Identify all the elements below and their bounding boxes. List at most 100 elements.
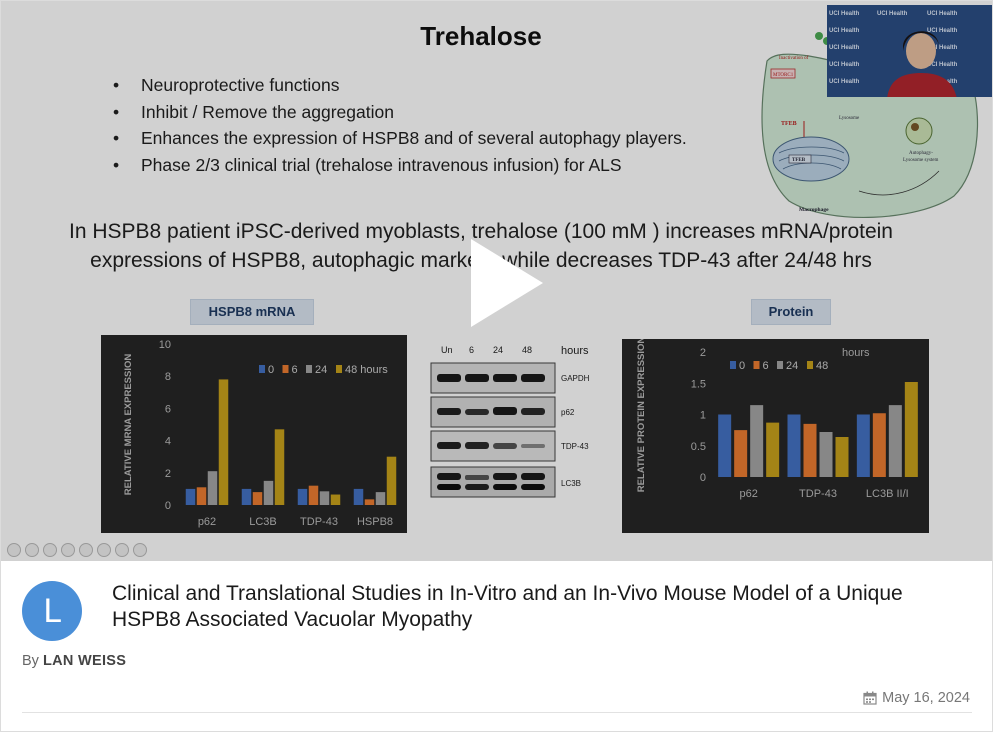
- bar: [218, 379, 229, 505]
- legend-swatch: [306, 365, 312, 373]
- legend-entry: 0: [268, 364, 274, 376]
- legend-swatch: [807, 361, 813, 369]
- legend-swatch: [777, 361, 783, 369]
- bar: [297, 488, 308, 505]
- toolbar-zoom-icon[interactable]: [79, 543, 93, 557]
- diagram-label: Macrophage: [799, 207, 829, 213]
- diagram-label: TFEB: [792, 158, 806, 163]
- bar: [766, 422, 780, 477]
- bar: [888, 405, 902, 477]
- y-tick-label: 1: [700, 410, 706, 422]
- y-tick-label: 0.5: [691, 441, 706, 453]
- presentation-slide: Trehalose • Neuroprotective functions • In…: [1, 1, 992, 561]
- bar: [819, 432, 833, 477]
- y-tick-label: 2: [700, 347, 706, 359]
- blot-row-label: TDP-43: [561, 442, 589, 451]
- diagram-label: TFEB: [781, 121, 797, 127]
- blot-row-label: LC3B: [561, 479, 581, 488]
- toolbar-pen-icon[interactable]: [25, 543, 39, 557]
- bar: [904, 382, 918, 477]
- toolbar-camera-icon[interactable]: [115, 543, 129, 557]
- presenter-webcam: UCI Health UCI Health UCI Health UCI Hea…: [827, 5, 992, 97]
- mrna-chart-label: HSPB8 mRNA: [190, 299, 314, 325]
- blot-row-label: GAPDH: [561, 374, 590, 383]
- calendar-icon: [863, 691, 877, 705]
- author-name[interactable]: LAN WEISS: [42, 653, 127, 669]
- y-tick-label: 8: [165, 371, 171, 383]
- bullet-item: • Phase 2/3 clinical trial (trehalose int…: [113, 154, 622, 175]
- x-tick-label: p62: [739, 488, 757, 500]
- toolbar-back-icon[interactable]: [7, 543, 21, 557]
- bar: [718, 414, 732, 477]
- post-date-text: May 16, 2024: [882, 690, 970, 706]
- blot-time-label: Un: [441, 345, 453, 355]
- bar: [241, 488, 252, 505]
- bar: [803, 423, 817, 477]
- blot-unit-label: hours: [561, 345, 589, 357]
- bar: [263, 480, 274, 505]
- y-tick-label: 6: [165, 403, 171, 415]
- legend-entry: 24: [786, 360, 798, 372]
- divider: [22, 712, 972, 713]
- slide-toolbar: [7, 543, 147, 559]
- legend-entry: 24: [315, 364, 327, 376]
- bar: [185, 488, 196, 505]
- diagram-label: Inactivation of: [779, 56, 809, 61]
- blot-row-label: p62: [561, 408, 575, 417]
- video-player[interactable]: Trehalose • Neuroprotective functions • In…: [1, 1, 992, 561]
- x-tick-label: TDP-43: [799, 488, 837, 500]
- diagram-label: MTORC1: [773, 73, 794, 78]
- byline: By LAN WEISS: [22, 653, 126, 669]
- blot-time-label: 48: [522, 345, 532, 355]
- bar: [375, 492, 386, 505]
- bar: [787, 414, 801, 477]
- x-tick-label: p62: [198, 516, 216, 528]
- bar: [856, 414, 870, 477]
- bar: [835, 437, 849, 477]
- legend-entry: 48: [816, 360, 828, 372]
- protein-chart: 0 0.5 1 1.5 2 RELATIVE PROTEIN EXPRESSION p62 T…: [622, 339, 929, 533]
- y-tick-label: 4: [165, 436, 171, 448]
- western-blot: Un 6 24 48 hours GAPDH p62: [430, 345, 590, 498]
- bar: [750, 405, 764, 477]
- y-tick-label: 10: [159, 339, 171, 351]
- toolbar-more-icon[interactable]: [133, 543, 147, 557]
- presenter-silhouette: [887, 31, 957, 97]
- y-tick-label: 0: [165, 500, 171, 512]
- legend-entry: 0: [739, 360, 745, 372]
- bar: [734, 430, 748, 477]
- blot-time-label: 24: [493, 345, 503, 355]
- bar: [872, 413, 886, 477]
- bullet-item: • Enhances the expression of HSPB8 and of…: [113, 128, 687, 148]
- byline-prefix: By: [22, 653, 39, 669]
- y-tick-label: 0: [700, 472, 706, 484]
- protein-chart-label: Protein: [751, 299, 831, 325]
- toolbar-highlight-icon[interactable]: [43, 543, 57, 557]
- bullet-item: • Inhibit / Remove the aggregation: [113, 101, 394, 122]
- bar: [207, 471, 218, 505]
- bullet-item: • Neuroprotective functions: [113, 75, 340, 95]
- x-tick-label: LC3B II/I: [866, 488, 909, 500]
- bar: [319, 491, 330, 505]
- toolbar-subtitle-icon[interactable]: [97, 543, 111, 557]
- toolbar-grid-icon[interactable]: [61, 543, 75, 557]
- legend-entry: 6: [763, 360, 769, 372]
- y-axis-label: RELATIVE MRNA EXPRESSION: [123, 354, 134, 496]
- post-title[interactable]: Clinical and Translational Studies in In…: [112, 582, 903, 631]
- author-avatar[interactable]: L: [22, 581, 82, 641]
- x-tick-label: LC3B: [249, 516, 277, 528]
- x-tick-label: HSPB8: [357, 516, 393, 528]
- legend-swatch: [282, 365, 289, 373]
- legend-swatch: [730, 361, 736, 369]
- legend-swatch: [259, 365, 265, 373]
- bar: [252, 492, 263, 505]
- play-icon[interactable]: [467, 237, 547, 329]
- legend-entry: 6: [292, 364, 298, 376]
- bar: [353, 488, 364, 505]
- bar: [196, 487, 207, 505]
- legend-swatch: [336, 365, 342, 373]
- bar: [274, 429, 285, 505]
- bar: [386, 456, 397, 505]
